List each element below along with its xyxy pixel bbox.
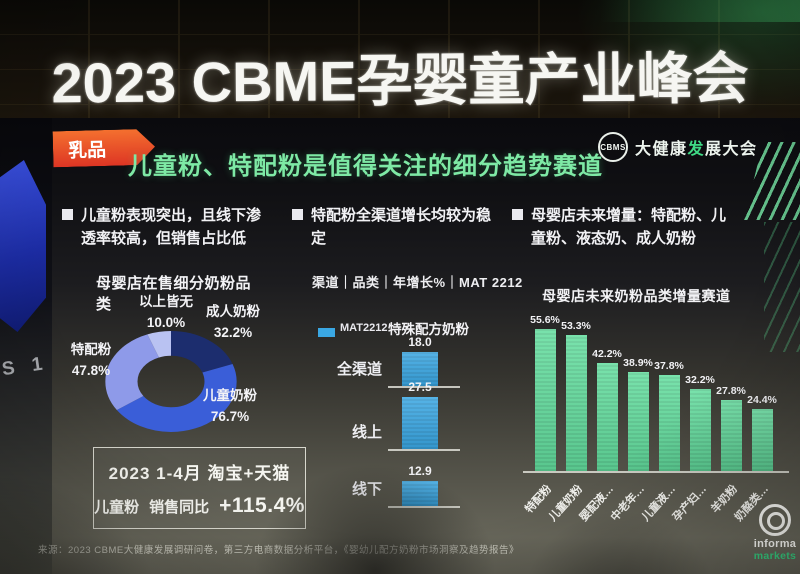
green-speedline-decoration-2 [764, 222, 800, 352]
markets-wordmark: markets [753, 550, 797, 562]
bar [534, 329, 556, 471]
ceiling-panel-grid [0, 0, 800, 118]
legend-label: MAT2212 [340, 322, 388, 334]
photo-shadow [0, 478, 160, 574]
axis-baseline [388, 386, 460, 388]
informa-wordmark: informa [753, 538, 797, 550]
presentation-slide: S 1 乳品 儿童粉、特配粉是值得关注的细分趋势赛道 CBMS 大健康发展大会 … [0, 118, 800, 574]
donut-chart [105, 331, 237, 432]
donut-label-none: 以上皆无 10.0% [128, 292, 204, 334]
logo-text-post: 展大会 [705, 141, 758, 158]
bar [689, 389, 711, 471]
informa-spiral-icon [759, 504, 791, 536]
audience-head-shadow [250, 460, 500, 574]
logo-text-highlight: 发 [687, 141, 706, 158]
bullet-text: 儿童粉表现突出，且线下渗透率较高，但销售占比低 [81, 207, 262, 248]
logo-text-pre: 大健康 [635, 141, 688, 158]
donut-segment-儿童奶粉 [105, 331, 237, 432]
donut-label-name: 儿童奶粉 [203, 388, 257, 403]
bullet-point-1: 儿童粉表现突出，且线下渗透率较高，但销售占比低 [62, 204, 274, 251]
bar-category-label: 全渠道 [336, 361, 382, 378]
donut-label-value: 47.8% [71, 362, 111, 378]
bar-value-label: 32.2% [685, 374, 715, 386]
cbms-logo-text: 大健康发展大会 [635, 135, 758, 159]
event-banner-title: 2023 CBME孕婴童产业峰会 [51, 46, 749, 115]
donut-label-value: 32.2% [213, 324, 253, 340]
bar [565, 335, 587, 471]
bar-value-label: 38.9% [623, 357, 653, 369]
donut-chart-title: 母婴店在售细分奶粉品类 [96, 275, 252, 313]
right-chart-title: 母婴店未来奶粉品类增量赛道 [542, 288, 731, 304]
bullet-square-icon [62, 209, 73, 220]
donut-label-value: 10.0% [146, 314, 186, 330]
middle-chart-title: 特殊配方奶粉 [388, 322, 469, 337]
middle-chart-header: 渠道｜品类｜年增长%｜MAT 2212 [312, 275, 523, 290]
bullet-text: 特配粉全渠道增长均较为稳定 [311, 207, 492, 248]
bar [402, 352, 438, 386]
bullet-text: 母婴店未来增量：特配粉、儿童粉、液态奶、成人奶粉 [531, 207, 727, 248]
donut-label-special: 特配粉 47.8% [58, 340, 124, 382]
bar-value-label: 53.3% [561, 320, 591, 332]
informa-markets-logo: informa markets [740, 504, 800, 562]
bar-value-label: 27.8% [716, 385, 746, 397]
audience-head-shadow-2 [520, 510, 720, 574]
bar [720, 400, 742, 471]
bar-category-label: 线上 [351, 424, 382, 441]
green-stripe-decoration [600, 0, 800, 22]
bar [402, 397, 438, 449]
stat-metric: 销售同比 [149, 499, 210, 516]
donut-label-name: 成人奶粉 [206, 304, 260, 319]
bullet-point-3: 母婴店未来增量：特配粉、儿童粉、液态奶、成人奶粉 [512, 204, 727, 251]
right-bar-chart: 55.6% 特配粉 53.3% 儿童奶粉 42.2% 婴配液… 38.9% 中老年… 37.8%… [515, 283, 800, 563]
donut-label-name: 以上皆无 [139, 294, 193, 309]
bar [627, 372, 649, 471]
donut-label-value: 76.7% [210, 408, 250, 424]
donut-segment-以上皆无 [105, 331, 237, 432]
bar-value-label: 42.2% [592, 348, 622, 360]
bar-value-label: 27.5 [408, 380, 432, 394]
green-glow-decoration [560, 0, 800, 120]
bullet-square-icon [292, 209, 303, 220]
slide-title: 儿童粉、特配粉是值得关注的细分趋势赛道 [128, 153, 603, 180]
donut-label-kids: 儿童奶粉 76.7% [190, 386, 270, 428]
bar-value-label: 37.8% [654, 360, 684, 372]
bullet-point-2: 特配粉全渠道增长均较为稳定 [292, 204, 492, 251]
bar [751, 409, 773, 471]
bar-value-label: 55.6% [530, 314, 560, 326]
bar-value-label: 24.4% [747, 394, 777, 406]
axis-baseline [523, 471, 789, 473]
bar [596, 363, 618, 471]
bar [658, 375, 680, 471]
legend-swatch-icon [318, 328, 335, 337]
venue-ceiling: 2023 CBME孕婴童产业峰会 [0, 0, 800, 120]
bar-value-label: 18.0 [408, 335, 432, 349]
donut-segment-特配粉 [105, 331, 237, 432]
donut-label-name: 特配粉 [70, 342, 112, 357]
bullet-square-icon [512, 209, 523, 220]
axis-baseline [388, 449, 460, 451]
donut-label-adult: 成人奶粉 32.2% [196, 302, 270, 344]
cbms-logo-icon: CBMS [598, 132, 628, 162]
cbms-logo: CBMS 大健康发展大会 [598, 132, 758, 162]
